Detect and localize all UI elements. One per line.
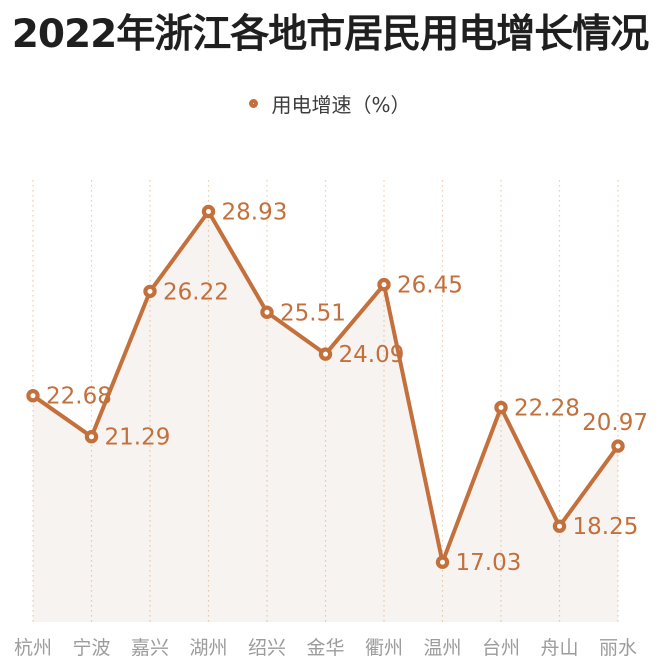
x-axis-label-绍兴: 绍兴 (248, 637, 286, 659)
data-label: 24.09 (339, 342, 405, 368)
data-label: 21.29 (105, 425, 171, 451)
data-point-丽水 (611, 439, 625, 453)
line-chart: 22.68 21.29 26.22 28.93 25.51 24.09 26.45 17.03… (14, 180, 648, 659)
data-point-台州 (494, 400, 508, 415)
x-axis-label-嘉兴: 嘉兴 (131, 637, 169, 659)
data-label: 26.45 (397, 273, 463, 299)
legend-label: 用电增速（%） (271, 92, 411, 117)
data-label: 28.93 (222, 200, 288, 226)
data-point-杭州 (26, 388, 40, 403)
series-area (33, 211, 618, 622)
data-point-宁波 (84, 430, 99, 444)
data-label: 22.28 (514, 395, 580, 421)
x-axis-label-衢州: 衢州 (365, 637, 403, 659)
x-axis-label-温州: 温州 (423, 637, 461, 659)
data-label: 18.25 (573, 514, 639, 540)
legend-ring-icon (249, 98, 259, 108)
legend: 用电增速（%） (0, 89, 660, 118)
data-point-金华 (318, 347, 333, 361)
infographic-page: 2022年浙江各地市居民用电增长情况 用电增速（%） 22.68 21.29 26.… (0, 12, 660, 670)
x-axis-label-丽水: 丽水 (599, 637, 637, 659)
data-point-衢州 (377, 277, 391, 292)
x-axis-label-舟山: 舟山 (540, 637, 578, 659)
data-point-湖州 (201, 204, 216, 219)
data-label: 17.03 (456, 550, 522, 576)
x-axis-label-湖州: 湖州 (189, 637, 227, 659)
x-axis-label-金华: 金华 (306, 637, 344, 659)
data-label: 22.68 (46, 384, 112, 410)
data-label: 25.51 (280, 300, 346, 326)
data-label: 20.97 (582, 410, 648, 436)
data-point-温州 (435, 555, 450, 569)
x-axis-label-宁波: 宁波 (72, 637, 110, 659)
data-point-嘉兴 (143, 284, 157, 299)
x-axis-label-杭州: 杭州 (14, 637, 52, 659)
data-point-舟山 (552, 519, 567, 533)
data-label: 26.22 (163, 279, 229, 305)
x-axis-label-台州: 台州 (482, 637, 520, 659)
data-point-绍兴 (260, 305, 274, 319)
chart-title: 2022年浙江各地市居民用电增长情况 (11, 12, 650, 57)
